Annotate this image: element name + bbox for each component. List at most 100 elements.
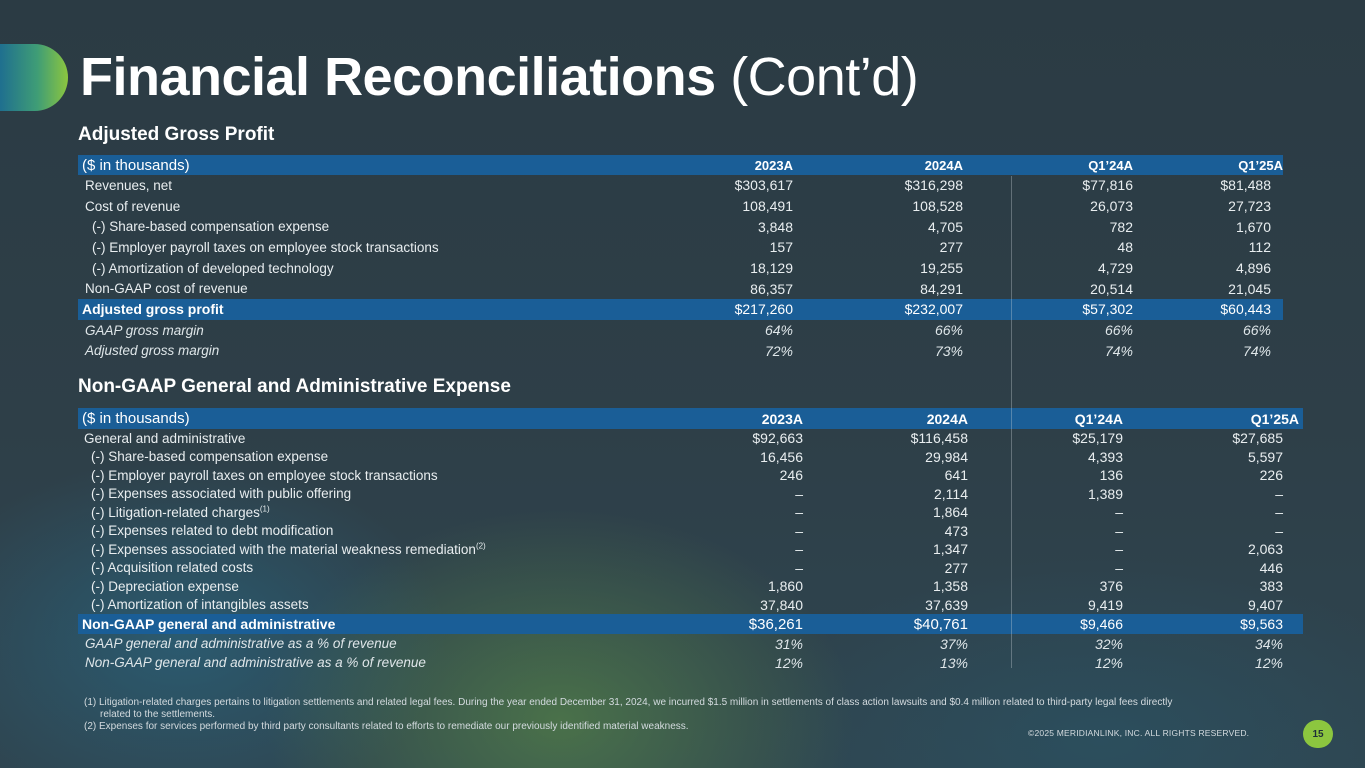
cell-value: 2,114 [934, 485, 968, 502]
row-label: (-) Share-based compensation expense [92, 219, 330, 235]
gross-profit-header-row: ($ in thousands) 2023A 2024A Q1’24A Q1’2… [78, 155, 1283, 175]
cell-value: 26,073 [1090, 198, 1133, 215]
footnote-1-continued: related to the settlements. [100, 709, 216, 720]
table-row: (-) Employer payroll taxes on employee s… [78, 466, 1303, 485]
column-divider [1011, 176, 1012, 668]
cell-value: – [1115, 522, 1123, 539]
cell-value: 20,514 [1090, 280, 1133, 297]
row-label: Cost of revenue [85, 198, 181, 214]
cell-value: – [795, 541, 803, 558]
cell-value: 473 [944, 522, 968, 539]
cell-value: $40,761 [803, 614, 968, 634]
cell-value: $9,466 [968, 614, 1123, 634]
non-gaap-ga-row: Non-GAAP general and administrative $36,… [78, 614, 1303, 634]
footnote-2: (2) Expenses for services performed by t… [84, 721, 689, 732]
cell-value: 37,639 [925, 596, 968, 613]
cell-value: 376 [1099, 578, 1123, 595]
row-label: (-) Litigation-related charges(1) [78, 503, 638, 522]
gross-profit-col-q124: Q1’24A [963, 155, 1133, 175]
cell-value: 1,389 [1087, 485, 1123, 502]
cell-value: – [795, 485, 803, 502]
row-label: Adjusted gross margin [85, 343, 220, 359]
cell-value: – [1115, 541, 1123, 558]
title-accent-tab [0, 44, 68, 111]
cell-value: 12% [1094, 654, 1123, 671]
cell-value: – [1115, 559, 1123, 576]
gross-profit-unit-label: ($ in thousands) [78, 155, 638, 175]
table-row: Non-GAAP general and administrative as a… [78, 653, 1303, 672]
cell-value: $81,488 [1220, 177, 1271, 194]
gross-profit-col-q125: Q1’25A [1133, 155, 1283, 175]
adjusted-gross-profit-row: Adjusted gross profit $217,260 $232,007 … [78, 299, 1283, 320]
cell-value: 34% [1254, 635, 1283, 652]
page-number-badge: 15 [1303, 720, 1333, 748]
cell-value: $116,458 [910, 430, 968, 447]
cell-value: 226 [1259, 467, 1283, 484]
cell-value: 29,984 [925, 448, 968, 465]
cell-value: – [795, 504, 803, 521]
row-label: Non-GAAP general and administrative [78, 614, 638, 634]
cell-value: – [1275, 522, 1283, 539]
cell-value: 18,129 [750, 260, 793, 277]
row-label: (-) Depreciation expense [91, 578, 239, 594]
page-title: Financial Reconciliations (Cont’d) [80, 44, 919, 110]
cell-value: $232,007 [793, 299, 963, 320]
cell-value: 66% [1242, 322, 1271, 339]
table-row: (-) Expenses associated with public offe… [78, 485, 1303, 504]
row-label: General and administrative [84, 430, 246, 446]
cell-value: $77,816 [1082, 177, 1133, 194]
cell-value: 4,896 [1235, 260, 1271, 277]
cell-value: 246 [779, 467, 803, 484]
row-label: (-) Employer payroll taxes on employee s… [92, 239, 439, 255]
row-label: Non-GAAP cost of revenue [85, 281, 248, 297]
row-label: Adjusted gross profit [78, 299, 638, 320]
cell-value: – [795, 522, 803, 539]
table-row: Non-GAAP cost of revenue 86,357 84,291 2… [78, 278, 1283, 299]
row-label: Revenues, net [85, 177, 173, 193]
table-row: (-) Depreciation expense 1,860 1,358 376… [78, 577, 1303, 596]
cell-value: $25,179 [1072, 430, 1123, 447]
row-label: (-) Amortization of intangibles assets [91, 597, 309, 613]
cell-value: 21,045 [1228, 280, 1271, 297]
cell-value: 86,357 [750, 280, 793, 297]
cell-value: 72% [764, 342, 793, 359]
cell-value: 5,597 [1247, 448, 1283, 465]
cell-value: $9,563 [1123, 614, 1303, 634]
ga-col-q124: Q1’24A [968, 408, 1123, 429]
gross-profit-col-2023: 2023A [638, 155, 793, 175]
cell-value: 48 [1117, 239, 1133, 256]
cell-value: 32% [1094, 635, 1123, 652]
row-label: Non-GAAP general and administrative as a… [85, 655, 426, 670]
cell-value: – [1115, 504, 1123, 521]
cell-value: 9,407 [1247, 596, 1283, 613]
row-label: (-) Amortization of developed technology [92, 260, 334, 276]
footnotes: (1) Litigation-related charges pertains … [84, 697, 1294, 733]
row-label: (-) Share-based compensation expense [91, 449, 329, 465]
gross-profit-heading: Adjusted Gross Profit [78, 124, 275, 145]
table-row: GAAP gross margin 64% 66% 66% 66% [78, 320, 1283, 341]
cell-value: 108,491 [742, 198, 793, 215]
cell-value: – [795, 559, 803, 576]
table-row: (-) Share-based compensation expense 16,… [78, 448, 1303, 467]
cell-value: 277 [944, 559, 968, 576]
cell-value: 383 [1259, 578, 1283, 595]
cell-value: 74% [1242, 342, 1271, 359]
gross-profit-col-2024: 2024A [793, 155, 963, 175]
cell-value: 19,255 [920, 260, 963, 277]
cell-value: 3,848 [757, 218, 793, 235]
cell-value: 1,670 [1235, 218, 1271, 235]
row-label-text: (-) Expenses associated with the materia… [91, 541, 476, 557]
cell-value: 2,063 [1247, 541, 1283, 558]
ga-col-q125: Q1’25A [1123, 408, 1303, 429]
cell-value: $60,443 [1133, 299, 1283, 320]
page-title-suffix: (Cont’d) [730, 47, 919, 107]
row-label: GAAP general and administrative as a % o… [85, 636, 397, 651]
cell-value: 446 [1259, 559, 1283, 576]
row-label-text: (-) Litigation-related charges [91, 504, 260, 520]
cell-value: 16,456 [760, 448, 803, 465]
cell-value: $303,617 [734, 177, 793, 194]
cell-value: 1,864 [932, 504, 968, 521]
cell-value: 66% [934, 322, 963, 339]
cell-value: 641 [944, 467, 968, 484]
cell-value: 13% [939, 654, 968, 671]
